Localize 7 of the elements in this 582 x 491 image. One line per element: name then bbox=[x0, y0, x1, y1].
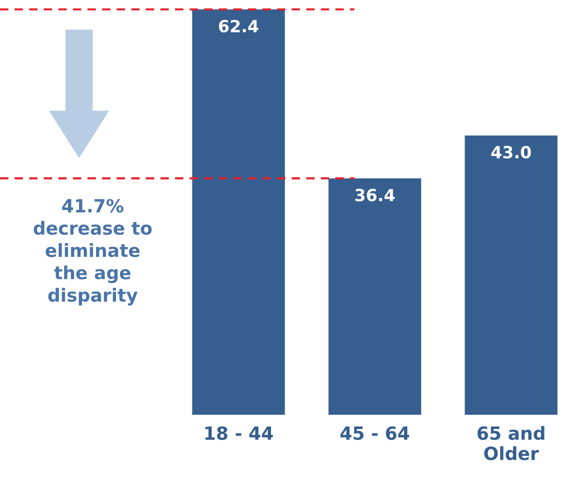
x-tick-label: 18 - 44 bbox=[205, 426, 273, 440]
text: 41.7% decrease to eliminate the age disparity bbox=[34, 198, 152, 306]
data-label: 36.4 bbox=[355, 188, 395, 202]
data-label: 62.4 bbox=[219, 20, 258, 32]
x-tick-label: 65 and Older bbox=[478, 426, 544, 460]
data-label: 43.0 bbox=[491, 146, 531, 158]
x-tick-label: 45 - 64 bbox=[340, 426, 410, 440]
